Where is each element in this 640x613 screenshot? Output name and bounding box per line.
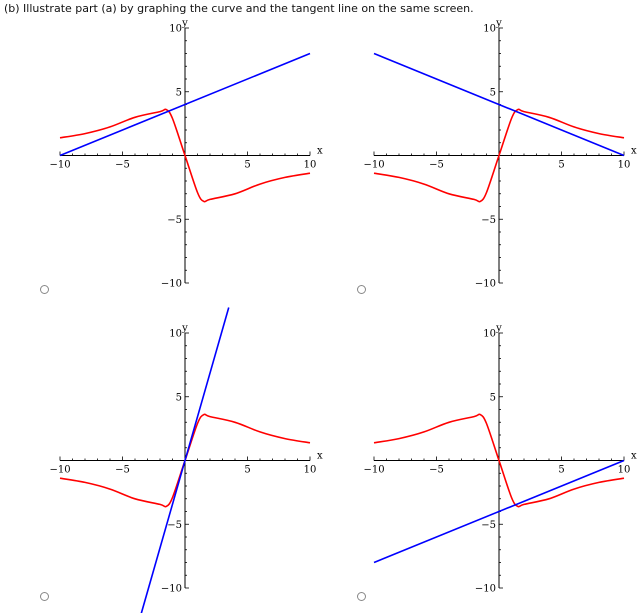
- curve-series: [373, 413, 625, 508]
- x-tick-label: 5: [558, 160, 564, 171]
- y-tick-label: 5: [490, 392, 496, 403]
- y-tick-label: 10: [483, 24, 496, 35]
- y-tick-label: 10: [169, 329, 182, 340]
- graph-option-2: −10 −5 5 10 10 5 −5 −10 x y: [363, 18, 637, 293]
- chart-4: −10 −5 5 10 10 5 −5 −10 x y: [363, 323, 637, 595]
- y-tick-label: 5: [490, 87, 496, 98]
- x-tick-label: 5: [244, 465, 250, 476]
- x-tick-label: 10: [304, 465, 317, 476]
- x-tick-label: 10: [618, 465, 631, 476]
- y-tick-label: 10: [169, 24, 182, 35]
- x-tick-label: −5: [115, 160, 130, 171]
- tangent-line-series: [59, 52, 311, 157]
- x-axis-label: x: [317, 146, 323, 157]
- y-axis-label: y: [495, 323, 502, 334]
- y-tick-label: −5: [167, 520, 182, 531]
- y-tick-label: −10: [161, 279, 182, 290]
- x-tick-label: −5: [115, 465, 130, 476]
- x-axis-label: x: [317, 451, 323, 462]
- x-tick-label: −10: [363, 160, 384, 171]
- question-prompt: (b) Illustrate part (a) by graphing the …: [4, 2, 474, 15]
- x-tick-label: 5: [558, 465, 564, 476]
- y-tick-label: 10: [483, 329, 496, 340]
- x-tick-label: −10: [49, 160, 70, 171]
- radio-option-3[interactable]: [40, 592, 49, 601]
- y-tick-label: −10: [475, 584, 496, 595]
- y-tick-label: 5: [176, 392, 182, 403]
- y-tick-label: −5: [481, 520, 496, 531]
- x-tick-label: −5: [429, 465, 444, 476]
- radio-option-1[interactable]: [40, 285, 49, 294]
- graph-option-3: −10 −5 5 10 10 5 −5 −10 x y: [49, 307, 323, 613]
- x-tick-label: −10: [363, 465, 384, 476]
- x-tick-label: 10: [618, 160, 631, 171]
- y-tick-label: 5: [176, 87, 182, 98]
- y-axis-label: y: [181, 18, 188, 29]
- x-tick-label: −10: [49, 465, 70, 476]
- chart-3: −10 −5 5 10 10 5 −5 −10 x y: [49, 307, 323, 613]
- curve-series: [373, 108, 625, 203]
- y-tick-label: −10: [161, 584, 182, 595]
- graph-option-4: −10 −5 5 10 10 5 −5 −10 x y: [363, 323, 637, 598]
- y-tick-label: −5: [167, 215, 182, 226]
- tangent-line-series: [140, 307, 230, 613]
- chart-1: −10 −5 5 10 10 5 −5 −10 x y: [49, 18, 323, 290]
- y-tick-label: −10: [475, 279, 496, 290]
- chart-2: −10 −5 5 10 10 5 −5 −10 x y: [363, 18, 637, 290]
- radio-option-2[interactable]: [357, 285, 366, 294]
- radio-option-4[interactable]: [357, 592, 366, 601]
- x-axis-label: x: [631, 451, 637, 462]
- y-axis-label: y: [495, 18, 502, 29]
- x-tick-label: 5: [244, 160, 250, 171]
- y-axis-label: y: [181, 323, 188, 334]
- x-axis-label: x: [631, 146, 637, 157]
- tangent-line-series: [373, 52, 625, 157]
- tangent-line-series: [373, 459, 625, 564]
- curve-series: [59, 108, 311, 203]
- graph-option-1: −10 −5 5 10 10 5 −5 −10 x y: [49, 18, 323, 293]
- x-tick-label: 10: [304, 160, 317, 171]
- x-tick-label: −5: [429, 160, 444, 171]
- y-tick-label: −5: [481, 215, 496, 226]
